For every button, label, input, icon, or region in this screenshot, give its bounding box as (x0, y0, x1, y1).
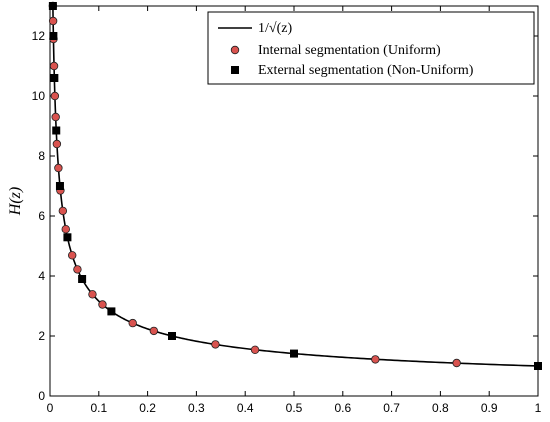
x-tick-label: 0.2 (139, 401, 156, 415)
x-tick-label: 0.3 (188, 401, 205, 415)
internal-segmentation-point (58, 206, 68, 216)
legend-square-swatch (231, 66, 239, 74)
legend: 1/√(z) Internal segmentation (Uniform) Ext… (207, 11, 535, 85)
external-segmentation-point (78, 275, 87, 283)
legend-box (207, 11, 535, 85)
external-segmentation-point (50, 74, 59, 82)
external-segmentation-point (52, 126, 61, 135)
y-tick-label: 10 (32, 89, 46, 103)
x-tick-label: 0.9 (481, 401, 498, 415)
x-tick-label: 0.5 (286, 401, 303, 415)
y-axis: 0 2 4 6 8 10 12 (32, 29, 538, 403)
x-tick-label: 1 (535, 401, 542, 415)
internal-segmentation-point (128, 318, 137, 328)
y-tick-label: 12 (32, 29, 46, 43)
internal-segmentation-point (49, 61, 59, 71)
internal-segmentation-point (61, 224, 70, 234)
internal-segmentation-point (50, 91, 60, 101)
x-tick-label: 0.7 (383, 401, 400, 415)
internal-segmentation-point (211, 340, 220, 349)
y-tick-label: 8 (38, 149, 45, 163)
external-segmentation-point (534, 362, 542, 370)
y-tick-label: 0 (38, 389, 45, 403)
internal-segmentation-point (98, 300, 107, 309)
external-segmentation-point (168, 332, 176, 340)
legend-label: Internal segmentation (Uniform) (258, 43, 441, 58)
y-axis-label: H(z) (7, 187, 24, 216)
external-segmentation-point (55, 182, 64, 190)
internal-segmentation-point (88, 290, 97, 299)
internal-segmentation-point (51, 112, 60, 122)
external-segmentation-point (49, 32, 58, 40)
internal-segmentation-point (452, 358, 461, 368)
x-axis: 0 0.1 0.2 0.3 0.4 0.5 0.6 0.7 0.8 0.9 1 (47, 6, 542, 415)
internal-segmentation-point (371, 355, 380, 364)
internal-segmentation-point (68, 251, 77, 260)
x-tick-label: 0.6 (334, 401, 351, 415)
y-tick-label: 4 (38, 269, 45, 283)
internal-segmentation-point (149, 326, 159, 336)
internal-segmentation-point (48, 16, 58, 26)
internal-segmentation-point (250, 345, 260, 354)
x-tick-label: 0.4 (237, 401, 254, 415)
legend-label: 1/√(z) (258, 21, 292, 36)
internal-segmentation-point (52, 139, 62, 149)
legend-label: External segmentation (Non-Uniform) (258, 63, 474, 78)
y-tick-label: 2 (38, 329, 45, 343)
y-tick-label: 6 (38, 209, 45, 223)
external-segmentation-point (107, 307, 116, 316)
x-tick-label: 0.8 (432, 401, 449, 415)
external-segmentation-point (48, 2, 57, 10)
plot-content (48, 1, 542, 370)
internal-segmentation-point (73, 265, 82, 274)
legend-circle-swatch (230, 45, 240, 55)
x-tick-label: 0.1 (90, 401, 107, 415)
external-segmentation-point (63, 233, 72, 242)
x-tick-label: 0 (47, 401, 54, 415)
internal-segmentation-point (54, 163, 63, 173)
external-segmentation-point (290, 349, 298, 358)
